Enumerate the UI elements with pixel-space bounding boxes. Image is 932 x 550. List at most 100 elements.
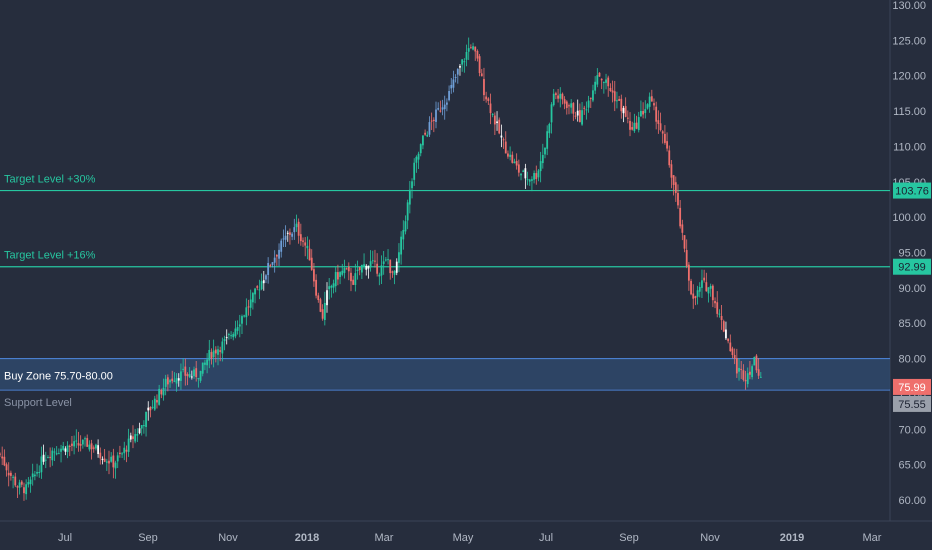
candle-body — [616, 100, 618, 102]
candle-body — [581, 110, 583, 125]
candle-body — [496, 121, 498, 124]
buy-zone[interactable] — [0, 358, 890, 389]
candle-body — [99, 452, 102, 459]
candle-body — [727, 338, 730, 342]
candle-body — [184, 366, 187, 376]
candle-body — [40, 456, 43, 473]
candle-body — [7, 472, 10, 476]
x-tick-label: Jul — [58, 532, 72, 544]
candle-body — [670, 164, 673, 178]
candle-body — [504, 141, 507, 154]
candle-body — [119, 452, 121, 454]
candle-body — [5, 464, 8, 471]
candle-body — [193, 369, 195, 377]
candle-body — [428, 122, 431, 135]
candle-body — [103, 458, 106, 462]
candle-body — [681, 224, 684, 233]
candle-body — [633, 122, 636, 132]
candle-body — [533, 173, 535, 180]
candle-body — [275, 254, 278, 257]
candle-body — [653, 103, 655, 106]
candle-body — [280, 240, 283, 252]
candle-body — [127, 438, 130, 452]
candle-body — [594, 81, 597, 91]
candle-body — [740, 368, 743, 370]
x-tick-label: Mar — [375, 532, 394, 544]
candle-body — [698, 287, 701, 292]
candle-body — [142, 425, 145, 427]
candle-body — [498, 119, 501, 134]
candle-body — [278, 249, 280, 259]
candle-body — [576, 110, 579, 116]
candle-body — [555, 93, 557, 95]
candle-body — [742, 370, 745, 380]
candle-body — [245, 307, 248, 318]
price-tag-target-30: 103.76 — [893, 182, 931, 199]
candle-body — [387, 259, 389, 261]
candle-body — [441, 107, 444, 110]
candle-body — [583, 107, 586, 109]
candle-body — [452, 79, 455, 88]
candle-body — [180, 371, 182, 381]
candle-body — [598, 72, 601, 77]
candle-body — [310, 257, 313, 270]
candle-body — [60, 448, 62, 452]
candle-body — [402, 229, 405, 240]
candle-body — [20, 481, 23, 485]
candle-body — [454, 76, 457, 78]
candle-body — [435, 109, 437, 122]
candle-body — [282, 238, 285, 240]
candle-body — [302, 240, 304, 242]
candle-body — [672, 175, 675, 185]
candle-body — [47, 457, 49, 459]
y-tick-label: 125.00 — [892, 35, 926, 47]
candle-body — [31, 473, 34, 478]
candle-body — [587, 100, 590, 108]
candle-body — [753, 357, 756, 366]
candle-body — [572, 103, 575, 114]
candle-body — [720, 315, 723, 321]
candle-body — [291, 233, 294, 237]
candle-body — [500, 135, 503, 138]
candle-body — [755, 355, 758, 371]
candle-body — [228, 334, 230, 336]
candle-body — [132, 436, 134, 439]
candle-body — [705, 282, 708, 292]
candle-body — [522, 170, 525, 172]
candle-body — [73, 441, 76, 447]
candle-body — [683, 235, 686, 249]
target-level-16-label: Target Level +16% — [4, 250, 96, 262]
candle-body — [121, 453, 123, 455]
candle-body — [177, 378, 180, 381]
candle-body — [273, 257, 276, 263]
candle-body — [613, 91, 616, 102]
candle-body — [223, 339, 226, 342]
candle-body — [234, 328, 237, 337]
candle-body — [703, 277, 706, 281]
candle-body — [289, 232, 291, 235]
candle-body — [175, 378, 178, 384]
candle-body — [389, 259, 392, 274]
candle-body — [212, 350, 215, 358]
candle-body — [330, 285, 333, 288]
candle-body — [14, 476, 17, 486]
candle-body — [424, 132, 426, 135]
candle-body — [548, 123, 551, 134]
candle-body — [738, 367, 740, 372]
candle-body — [358, 266, 361, 271]
candle-body — [188, 374, 191, 378]
candle-body — [624, 106, 627, 117]
candle-body — [214, 349, 217, 354]
candle-body — [589, 97, 592, 99]
candle-body — [544, 147, 546, 155]
candle-body — [55, 453, 58, 455]
candle-body — [692, 293, 695, 299]
candle-body — [160, 389, 163, 395]
candle-body — [101, 458, 104, 460]
candle-body — [258, 289, 261, 291]
candle-body — [232, 334, 235, 338]
candle-body — [33, 474, 36, 477]
candle-body — [380, 265, 383, 276]
